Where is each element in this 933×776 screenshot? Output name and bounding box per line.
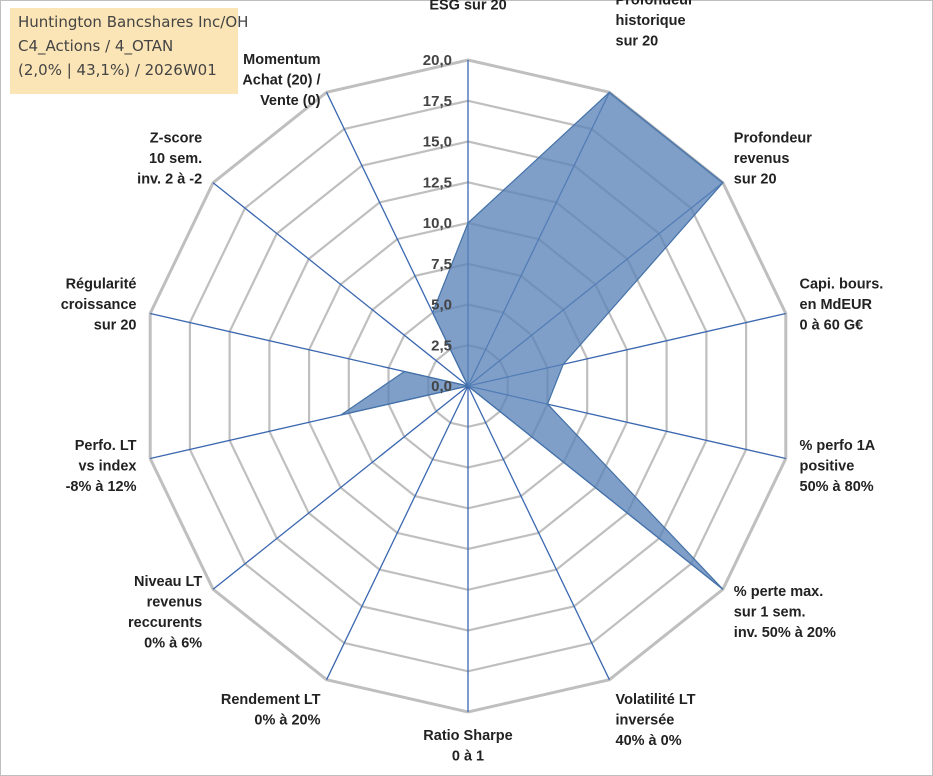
axis-label: NoteESG sur 20 [429, 0, 506, 14]
axis-label: Volatilité LT inversée 40% à 0% [616, 692, 696, 749]
title-stats: (2,0% | 43,1%) / 2026W01 [18, 61, 217, 79]
axis-label-line: historique [616, 13, 686, 29]
axis-label-line: 0% à 6% [144, 636, 202, 652]
axis-label: % perte max. sur 1 sem. inv. 50% à 20% [734, 584, 836, 641]
axis-label: % perfo 1A positive 50% à 80% [800, 438, 876, 495]
axis-label-line: Profondeur [616, 0, 694, 9]
axis-label-line: 0 à 60 G€ [800, 317, 864, 333]
axis-label-line: reccurents [128, 615, 202, 631]
axis-label-line: croissance [61, 297, 137, 313]
tick-label: 12,5 [423, 174, 452, 191]
radar-series [340, 91, 724, 590]
tick-label: 10,0 [423, 215, 452, 232]
axis-label-line: sur 20 [94, 317, 137, 333]
axis-label-line: sur 20 [734, 171, 777, 187]
tick-label: 0,0 [431, 378, 452, 395]
axis-label-line: Ratio Sharpe [423, 728, 512, 744]
axis-label-line: % perte max. [734, 584, 823, 600]
axis-label: Régularité croissance sur 20 [61, 276, 137, 333]
tick-label: 20,0 [423, 52, 452, 69]
axis-label: Profondeur revenus sur 20 [734, 130, 812, 187]
axis-label-line: Niveau LT [134, 574, 202, 590]
axis-label: Perfo. LT vs index -8% à 12% [66, 438, 137, 495]
axis-label-line: Vente (0) [260, 93, 321, 109]
radar-tick-labels: 0,0 2,5 5,0 7,5 10,0 12,5 15,0 17,5 20,0 [423, 52, 452, 395]
axis-label-line: revenus [147, 595, 203, 611]
axis-label-line: Régularité [66, 276, 137, 292]
axis-label-line: 50% à 80% [800, 479, 874, 495]
tick-label: 2,5 [431, 337, 452, 354]
tick-label: 7,5 [431, 256, 452, 273]
axis-label-line: inv. 50% à 20% [734, 625, 836, 641]
axis-label-line: -8% à 12% [66, 479, 137, 495]
axis-label: Niveau LT revenus reccurents 0% à 6% [128, 574, 202, 652]
title-company: Huntington Bancshares Inc/OH [18, 13, 249, 31]
tick-label: 17,5 [423, 93, 452, 110]
axis-label-line: sur 20 [616, 34, 659, 50]
axis-label-line: vs index [78, 459, 136, 475]
axis-label-line: Profondeur [734, 130, 812, 146]
axis-label-line: Capi. bours. [800, 276, 884, 292]
axis-label-line: Achat (20) / [242, 73, 320, 89]
axis-label-line: revenus [734, 151, 790, 167]
axis-label-line: 0 à 1 [452, 749, 484, 765]
axis-label-line: Z-score [150, 130, 202, 146]
axis-label: Profondeur historique sur 20 [616, 0, 694, 50]
axis-label: Rendement LT 0% à 20% [221, 692, 321, 729]
tick-label: 15,0 [423, 134, 452, 151]
axis-spoke [326, 385, 469, 680]
axis-label: Ratio Sharpe 0 à 1 [423, 728, 512, 765]
axis-spoke [212, 385, 469, 590]
radar-axis-labels: NoteESG sur 20 Profondeur historique sur 20… [61, 0, 884, 765]
axis-spoke [467, 385, 610, 680]
title-category: C4_Actions / 4_OTAN [18, 37, 174, 55]
axis-label-line: 0% à 20% [254, 713, 320, 729]
series-area [340, 91, 724, 590]
axis-label-line: inversée [616, 713, 675, 729]
axis-label-line: 10 sem. [149, 151, 202, 167]
axis-label: Capi. bours. en MdEUR 0 à 60 G€ [800, 276, 884, 333]
axis-label-line: Momentum [243, 52, 320, 68]
axis-spoke [212, 182, 469, 387]
tick-label: 5,0 [431, 297, 452, 314]
axis-label-line: inv. 2 à -2 [137, 171, 202, 187]
axis-label-line: Perfo. LT [75, 438, 137, 454]
axis-label-line: 40% à 0% [616, 733, 682, 749]
axis-label-line: Rendement LT [221, 692, 321, 708]
axis-label: Momentum Achat (20) / Vente (0) [242, 52, 320, 109]
axis-label-line: ESG sur 20 [429, 0, 506, 14]
axis-label-line: positive [800, 459, 855, 475]
axis-label-line: en MdEUR [800, 297, 873, 313]
axis-label-line: sur 1 sem. [734, 605, 806, 621]
axis-label-line: % perfo 1A [800, 438, 876, 454]
title-box: Huntington Bancshares Inc/OH C4_Actions … [10, 8, 249, 94]
axis-label-line: Volatilité LT [616, 692, 696, 708]
axis-label: Z-score 10 sem. inv. 2 à -2 [137, 130, 202, 187]
